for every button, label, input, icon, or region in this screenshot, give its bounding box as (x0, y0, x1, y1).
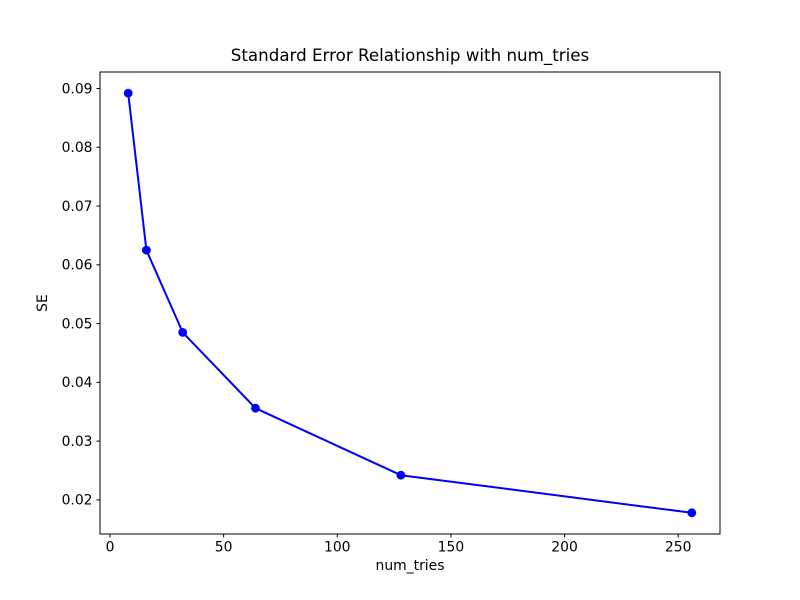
y-tick-label: 0.06 (62, 258, 93, 274)
x-tick-label: 200 (551, 540, 578, 556)
y-axis-label: SE (35, 294, 51, 312)
x-tick-label: 0 (106, 540, 115, 556)
y-tick-label: 0.03 (62, 434, 93, 450)
y-tick-label: 0.07 (62, 199, 93, 215)
data-point (123, 88, 133, 98)
plot-area: 0 50 100 150 200 250 0.02 0.03 0.04 0.05 0.06 0.07 0… (62, 71, 721, 556)
data-point (142, 245, 151, 255)
data-line (127, 93, 692, 514)
data-point (178, 328, 188, 337)
y-tick-label: 0.09 (62, 81, 93, 97)
data-point (396, 470, 406, 480)
y-tick-label: 0.04 (62, 375, 93, 391)
y-tick-label: 0.02 (62, 493, 93, 509)
data-point (687, 508, 697, 518)
x-axis-label: num_tries (376, 558, 445, 574)
x-tick-label: 100 (324, 540, 351, 556)
data-point (251, 403, 260, 413)
chart-title: Standard Error Relationship with num_tri… (231, 45, 589, 66)
x-tick-label: 150 (438, 540, 465, 556)
x-tick-label: 50 (215, 540, 233, 556)
y-tick-label: 0.08 (62, 140, 93, 156)
x-tick-label: 250 (665, 540, 692, 556)
y-tick-label: 0.05 (62, 316, 93, 332)
axes-spines (99, 71, 721, 535)
